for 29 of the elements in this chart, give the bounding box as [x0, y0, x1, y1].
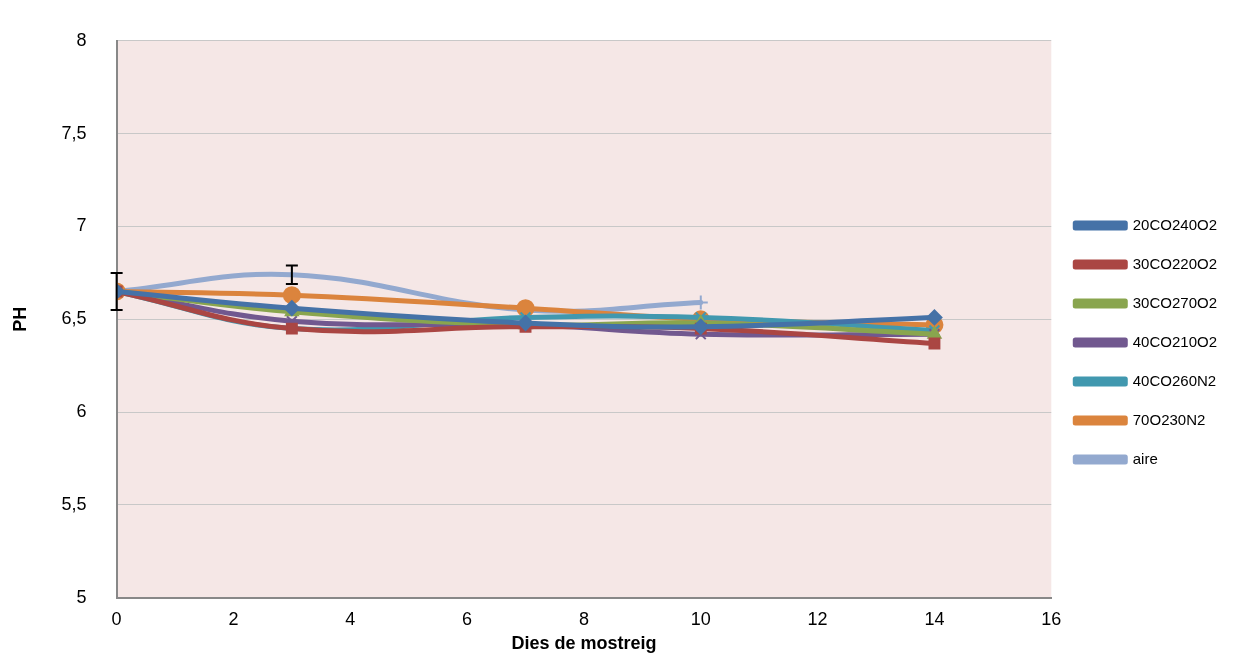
- y-axis-title: PH: [9, 306, 30, 332]
- x-tick-label: 4: [345, 608, 356, 629]
- x-tick-label: 6: [462, 608, 473, 629]
- legend-label: 40CO210O2: [1132, 332, 1218, 350]
- legend-label: 70O230N2: [1132, 410, 1206, 428]
- x-tick-label: 10: [690, 608, 711, 629]
- legend-label: 30CO220O2: [1132, 254, 1218, 272]
- legend-label: 30CO270O2: [1132, 293, 1218, 311]
- y-tick-label: 7,5: [61, 122, 87, 143]
- x-tick-label: 14: [924, 608, 945, 629]
- y-tick-label: 5,5: [61, 493, 87, 514]
- x-tick-label: 8: [578, 608, 589, 629]
- point: [928, 337, 941, 350]
- y-tick-label: 6,5: [61, 308, 87, 329]
- x-tick-label: 2: [228, 608, 239, 629]
- point: [692, 318, 709, 335]
- y-tick-label: 6: [76, 401, 87, 422]
- x-tick-label: 0: [111, 608, 122, 629]
- legend-label: 40CO260N2: [1132, 371, 1217, 389]
- y-tick-label: 7: [76, 215, 87, 236]
- y-tick-label: 5: [76, 586, 87, 607]
- point: [282, 286, 301, 305]
- x-tick-label: 16: [1041, 608, 1062, 629]
- y-tick-label: 8: [76, 29, 87, 50]
- x-tick-label: 12: [807, 608, 828, 629]
- legend-label: aire: [1132, 449, 1158, 467]
- x-axis-title: Dies de mostreig: [511, 633, 657, 654]
- legend-label: 20CO240O2: [1132, 215, 1218, 233]
- point: [926, 309, 943, 326]
